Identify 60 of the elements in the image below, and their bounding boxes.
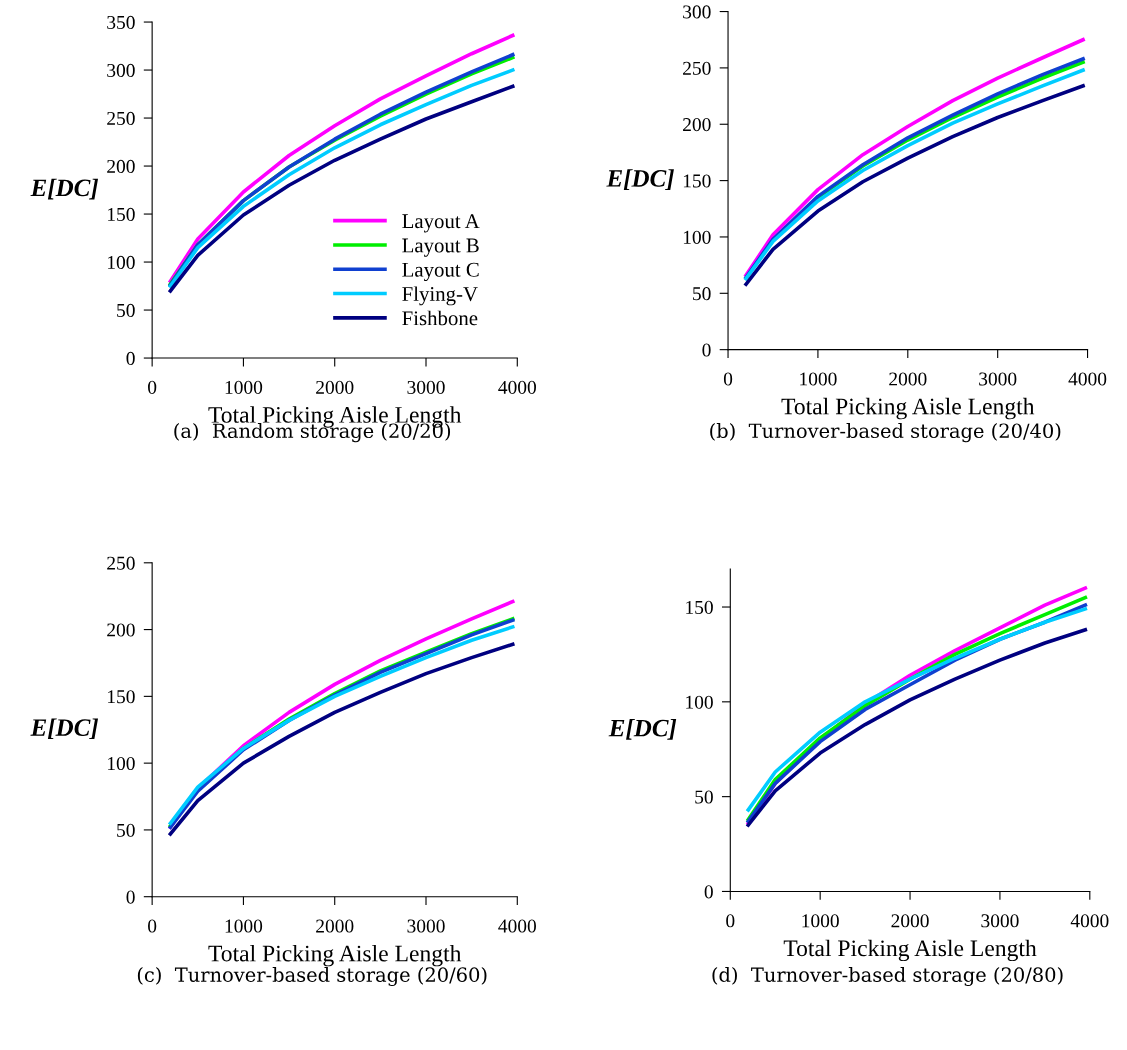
x-axis-title: Total Picking Aisle Length [783, 939, 1037, 962]
y-tick-label: 50 [693, 287, 711, 301]
y-tick-label: 200 [107, 159, 135, 173]
y-tick-label: 300 [107, 63, 135, 77]
legend-label: Flying-V [402, 286, 478, 306]
y-tick-label: 300 [683, 5, 711, 19]
y-tick-label: 100 [108, 756, 135, 771]
y-tick-label: 50 [695, 790, 713, 804]
y-axis-title: E[DC] [606, 169, 674, 190]
x-tick-label: 1000 [225, 380, 263, 394]
y-tick-label: 0 [126, 351, 135, 365]
y-tick-label: 0 [702, 343, 711, 357]
y-tick-label: 0 [704, 885, 713, 899]
x-tick-label: 0 [723, 372, 733, 386]
x-axis-title: Total Picking Aisle Length [208, 944, 462, 967]
x-tick-label: 2000 [316, 919, 354, 933]
text: (c) Turnover-based storage (20/60) [137, 966, 487, 987]
text: (d) Turnover-based storage (20/80) [712, 966, 1063, 987]
y-tick-label: 150 [108, 690, 135, 704]
y-tick-label: 100 [686, 695, 713, 709]
x-tick-label: 3000 [981, 914, 1019, 928]
x-tick-label: 4000 [1070, 914, 1109, 928]
x-tick-label: 3000 [407, 380, 445, 394]
y-tick-label: 350 [107, 15, 135, 29]
text: (b) Turnover-based storage (20/40) [710, 423, 1061, 443]
x-tick-label: 2000 [891, 914, 929, 928]
y-tick-label: 150 [108, 207, 135, 221]
x-tick-label: 2000 [889, 372, 927, 386]
y-axis-title: E[DC] [30, 178, 99, 200]
y-tick-label: 50 [117, 303, 135, 317]
x-tick-label: 1000 [225, 919, 263, 933]
y-axis-title: E[DC] [30, 718, 99, 740]
y-tick-label: 200 [683, 118, 711, 132]
y-tick-label: 250 [107, 111, 135, 125]
x-tick-label: 3000 [407, 919, 445, 933]
x-tick-label: 4000 [1068, 372, 1107, 386]
legend-label: Fishbone [402, 310, 478, 326]
x-tick-label: 0 [726, 914, 735, 928]
y-tick-label: 200 [107, 623, 135, 637]
x-tick-label: 1000 [800, 372, 837, 386]
x-tick-label: 2000 [316, 380, 354, 394]
x-tick-label: 1000 [802, 914, 839, 928]
x-tick-label: 0 [148, 919, 157, 933]
y-tick-label: 250 [683, 61, 711, 75]
legend-label: Layout A [402, 214, 480, 233]
legend-label: Layout C [402, 262, 479, 282]
y-axis-title: E[DC] [608, 718, 677, 740]
y-tick-label: 150 [686, 600, 713, 614]
legend-label: Layout B [402, 238, 479, 257]
x-axis-title: Total Picking Aisle Length [781, 397, 1035, 420]
y-tick-label: 250 [107, 556, 135, 570]
y-tick-label: 100 [108, 255, 135, 269]
y-tick-label: 50 [117, 823, 135, 837]
x-tick-label: 4000 [498, 919, 536, 933]
y-tick-label: 0 [126, 890, 135, 904]
x-tick-label: 3000 [979, 372, 1017, 386]
x-tick-label: 0 [148, 380, 157, 394]
y-tick-label: 150 [683, 174, 711, 188]
y-tick-label: 100 [683, 230, 711, 244]
x-tick-label: 4000 [498, 380, 536, 394]
